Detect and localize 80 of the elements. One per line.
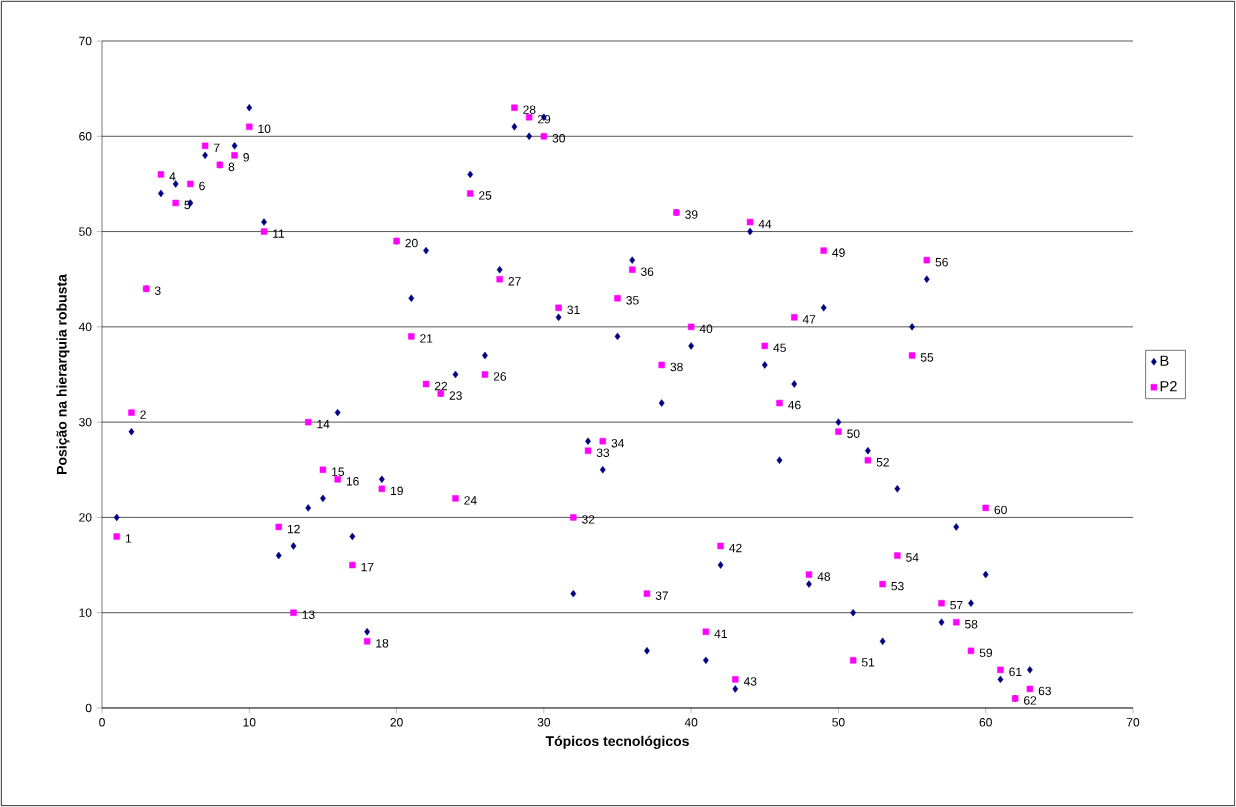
annotation: 14 [317,420,330,429]
annotation: 40 [699,324,713,334]
y-tick-label: 70 [79,36,92,46]
annotation: 56 [935,257,948,267]
annotation: 27 [508,277,521,286]
annotation: 26 [493,372,507,381]
annotation: 46 [788,400,801,410]
annotation: 36 [640,267,654,276]
annotation: 48 [817,572,831,581]
y-tick-label: 10 [79,608,92,617]
annotation: 28 [523,105,536,114]
annotation: 39 [685,210,698,219]
annotation: 52 [876,457,889,467]
annotation: 45 [773,343,786,353]
annotation: 59 [979,648,993,658]
annotation: 23 [449,391,462,400]
annotation: 55 [920,353,934,362]
annotation: 22 [434,381,448,391]
annotation: 54 [906,553,919,562]
annotation: 63 [1038,686,1051,696]
annotation: 24 [464,496,477,505]
annotation: 62 [1024,696,1037,705]
annotation: 21 [420,334,433,343]
x-tick-label: 60 [979,718,992,727]
x-tick-label: 0 [99,718,105,727]
y-tick-label: 60 [79,132,92,141]
annotation: 6 [199,181,205,191]
annotation: 44 [758,219,772,229]
y-tick-label: 30 [79,417,92,427]
annotation: 42 [729,543,742,553]
annotation: 51 [861,658,875,667]
annotation: 2 [140,410,146,419]
annotation: 53 [891,581,904,591]
annotation: 15 [332,467,345,476]
annotation: 18 [376,639,389,648]
annotation: 4 [169,172,176,181]
x-axis-title: Tópicos tecnológicos [545,735,689,749]
annotation: 57 [950,600,963,610]
x-tick-label: 10 [243,718,256,727]
annotation: 7 [213,143,220,152]
annotation: 38 [670,362,683,372]
annotation: 20 [405,238,418,248]
y-tick-label: 20 [79,513,92,522]
annotation: 49 [832,248,845,257]
x-tick-label: 50 [832,718,845,727]
annotation: 8 [228,162,235,172]
annotation: 16 [346,477,359,486]
annotation: 19 [391,486,403,496]
x-tick-label: 70 [1126,718,1140,727]
annotation: 34 [611,438,625,448]
legend-label: P2 [1160,381,1177,392]
annotation: 5 [184,200,191,210]
x-tick-label: 40 [684,718,698,727]
annotation: 41 [714,629,727,638]
annotation: 13 [302,610,315,619]
annotation: 12 [287,524,300,534]
y-tick-label: 0 [85,703,92,713]
annotation: 61 [1009,667,1022,677]
annotation: 9 [243,153,249,162]
annotation: 10 [258,124,271,134]
annotation: 17 [361,562,374,572]
annotation: 37 [655,591,668,600]
annotation: 60 [994,505,1007,515]
annotation: 33 [596,448,610,457]
annotation: 1 [125,534,132,543]
y-tick-label: 40 [78,322,92,332]
legend-label: B [1160,355,1169,366]
annotation: 3 [154,286,161,295]
annotation: 58 [965,619,978,629]
y-tick-label: 50 [79,227,92,236]
y-axis-title: Posição na hierarquia robusta [56,274,70,474]
annotation: 31 [567,305,580,315]
annotation: 43 [743,677,757,686]
annotation: 50 [847,429,860,438]
annotation: 30 [552,134,566,143]
x-tick-label: 20 [390,718,403,727]
annotation: 35 [626,296,639,305]
annotation: 25 [479,191,492,200]
annotation: 47 [802,315,816,324]
x-tick-label: 30 [537,718,551,727]
